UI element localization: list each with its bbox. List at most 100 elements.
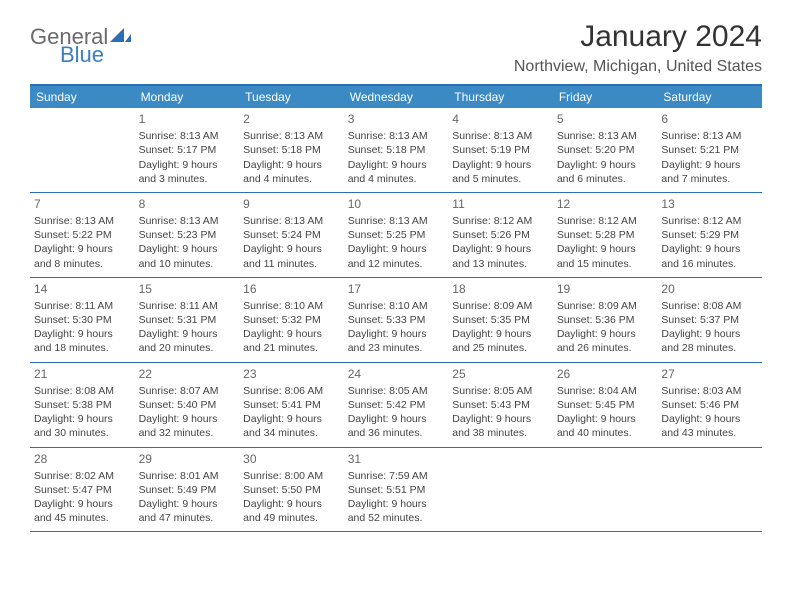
day-header-mon: Monday bbox=[135, 86, 240, 108]
day-info-line: and 3 minutes. bbox=[139, 172, 236, 186]
day-info-line: Sunrise: 8:01 AM bbox=[139, 469, 236, 483]
day-info-line: Daylight: 9 hours bbox=[243, 158, 340, 172]
day-info-line: Daylight: 9 hours bbox=[348, 327, 445, 341]
day-number: 16 bbox=[243, 281, 340, 297]
day-info-line: Sunrise: 8:13 AM bbox=[348, 129, 445, 143]
day-cell: 12Sunrise: 8:12 AMSunset: 5:28 PMDayligh… bbox=[553, 193, 658, 277]
day-info-line: Sunrise: 8:11 AM bbox=[34, 299, 131, 313]
day-info-line: Sunrise: 8:13 AM bbox=[557, 129, 654, 143]
day-cell bbox=[30, 108, 135, 192]
day-cell: 28Sunrise: 8:02 AMSunset: 5:47 PMDayligh… bbox=[30, 448, 135, 532]
day-cell: 25Sunrise: 8:05 AMSunset: 5:43 PMDayligh… bbox=[448, 363, 553, 447]
day-info-line: Sunset: 5:28 PM bbox=[557, 228, 654, 242]
day-info-line: Sunset: 5:38 PM bbox=[34, 398, 131, 412]
day-info-line: Sunset: 5:18 PM bbox=[243, 143, 340, 157]
day-info-line: and 32 minutes. bbox=[139, 426, 236, 440]
day-info-line: Sunset: 5:46 PM bbox=[661, 398, 758, 412]
day-info-line: and 52 minutes. bbox=[348, 511, 445, 525]
day-info-line: Daylight: 9 hours bbox=[452, 158, 549, 172]
day-info-line: Daylight: 9 hours bbox=[243, 497, 340, 511]
day-info-line: Sunrise: 8:13 AM bbox=[34, 214, 131, 228]
day-cell: 21Sunrise: 8:08 AMSunset: 5:38 PMDayligh… bbox=[30, 363, 135, 447]
day-info-line: Sunrise: 8:09 AM bbox=[557, 299, 654, 313]
header: General Blue January 2024 Northview, Mic… bbox=[0, 0, 792, 84]
day-info-line: Sunrise: 8:12 AM bbox=[557, 214, 654, 228]
day-number: 28 bbox=[34, 451, 131, 467]
day-info-line: Sunrise: 8:13 AM bbox=[139, 129, 236, 143]
day-info-line: and 49 minutes. bbox=[243, 511, 340, 525]
day-number: 4 bbox=[452, 111, 549, 127]
day-number: 18 bbox=[452, 281, 549, 297]
day-info-line: Sunset: 5:36 PM bbox=[557, 313, 654, 327]
day-number: 30 bbox=[243, 451, 340, 467]
day-number: 3 bbox=[348, 111, 445, 127]
day-info-line: and 8 minutes. bbox=[34, 257, 131, 271]
day-number: 15 bbox=[139, 281, 236, 297]
day-info-line: Sunset: 5:24 PM bbox=[243, 228, 340, 242]
logo: General Blue bbox=[30, 20, 132, 66]
day-number: 20 bbox=[661, 281, 758, 297]
week-row: 21Sunrise: 8:08 AMSunset: 5:38 PMDayligh… bbox=[30, 363, 762, 448]
day-cell: 10Sunrise: 8:13 AMSunset: 5:25 PMDayligh… bbox=[344, 193, 449, 277]
day-cell: 6Sunrise: 8:13 AMSunset: 5:21 PMDaylight… bbox=[657, 108, 762, 192]
day-cell: 22Sunrise: 8:07 AMSunset: 5:40 PMDayligh… bbox=[135, 363, 240, 447]
week-row: 28Sunrise: 8:02 AMSunset: 5:47 PMDayligh… bbox=[30, 448, 762, 533]
day-info-line: Sunset: 5:29 PM bbox=[661, 228, 758, 242]
day-info-line: and 38 minutes. bbox=[452, 426, 549, 440]
day-number: 22 bbox=[139, 366, 236, 382]
day-info-line: Sunset: 5:45 PM bbox=[557, 398, 654, 412]
day-number: 8 bbox=[139, 196, 236, 212]
day-info-line: Sunrise: 8:12 AM bbox=[661, 214, 758, 228]
day-info-line: and 10 minutes. bbox=[139, 257, 236, 271]
day-info-line: and 23 minutes. bbox=[348, 341, 445, 355]
day-info-line: Sunset: 5:42 PM bbox=[348, 398, 445, 412]
day-info-line: and 30 minutes. bbox=[34, 426, 131, 440]
day-info-line: and 7 minutes. bbox=[661, 172, 758, 186]
day-number: 25 bbox=[452, 366, 549, 382]
day-cell: 13Sunrise: 8:12 AMSunset: 5:29 PMDayligh… bbox=[657, 193, 762, 277]
day-cell bbox=[657, 448, 762, 532]
day-cell: 27Sunrise: 8:03 AMSunset: 5:46 PMDayligh… bbox=[657, 363, 762, 447]
day-info-line: Daylight: 9 hours bbox=[661, 412, 758, 426]
day-info-line: Sunrise: 8:13 AM bbox=[243, 129, 340, 143]
day-number: 17 bbox=[348, 281, 445, 297]
day-info-line: and 34 minutes. bbox=[243, 426, 340, 440]
day-cell: 14Sunrise: 8:11 AMSunset: 5:30 PMDayligh… bbox=[30, 278, 135, 362]
day-header-wed: Wednesday bbox=[344, 86, 449, 108]
day-info-line: Sunrise: 8:12 AM bbox=[452, 214, 549, 228]
day-cell bbox=[553, 448, 658, 532]
day-info-line: Sunset: 5:50 PM bbox=[243, 483, 340, 497]
day-cell: 17Sunrise: 8:10 AMSunset: 5:33 PMDayligh… bbox=[344, 278, 449, 362]
day-info-line: and 45 minutes. bbox=[34, 511, 131, 525]
day-info-line: Daylight: 9 hours bbox=[452, 412, 549, 426]
day-cell: 3Sunrise: 8:13 AMSunset: 5:18 PMDaylight… bbox=[344, 108, 449, 192]
day-info-line: Sunset: 5:25 PM bbox=[348, 228, 445, 242]
day-info-line: Daylight: 9 hours bbox=[139, 497, 236, 511]
month-title: January 2024 bbox=[514, 20, 762, 54]
day-info-line: Daylight: 9 hours bbox=[348, 412, 445, 426]
day-number: 9 bbox=[243, 196, 340, 212]
day-info-line: and 26 minutes. bbox=[557, 341, 654, 355]
day-cell: 7Sunrise: 8:13 AMSunset: 5:22 PMDaylight… bbox=[30, 193, 135, 277]
day-info-line: and 47 minutes. bbox=[139, 511, 236, 525]
day-info-line: and 11 minutes. bbox=[243, 257, 340, 271]
day-number: 24 bbox=[348, 366, 445, 382]
day-info-line: and 4 minutes. bbox=[348, 172, 445, 186]
day-cell: 8Sunrise: 8:13 AMSunset: 5:23 PMDaylight… bbox=[135, 193, 240, 277]
week-row: 7Sunrise: 8:13 AMSunset: 5:22 PMDaylight… bbox=[30, 193, 762, 278]
day-info-line: Sunrise: 8:08 AM bbox=[34, 384, 131, 398]
day-info-line: Sunrise: 8:13 AM bbox=[452, 129, 549, 143]
day-info-line: Daylight: 9 hours bbox=[34, 327, 131, 341]
day-info-line: Daylight: 9 hours bbox=[452, 327, 549, 341]
day-info-line: Sunrise: 8:03 AM bbox=[661, 384, 758, 398]
day-info-line: and 5 minutes. bbox=[452, 172, 549, 186]
day-info-line: Daylight: 9 hours bbox=[557, 158, 654, 172]
day-info-line: Daylight: 9 hours bbox=[557, 412, 654, 426]
day-info-line: and 12 minutes. bbox=[348, 257, 445, 271]
day-info-line: Sunrise: 8:00 AM bbox=[243, 469, 340, 483]
day-info-line: Sunrise: 8:10 AM bbox=[348, 299, 445, 313]
day-header-tue: Tuesday bbox=[239, 86, 344, 108]
day-info-line: Sunset: 5:23 PM bbox=[139, 228, 236, 242]
day-info-line: Sunset: 5:32 PM bbox=[243, 313, 340, 327]
calendar: Sunday Monday Tuesday Wednesday Thursday… bbox=[30, 84, 762, 532]
